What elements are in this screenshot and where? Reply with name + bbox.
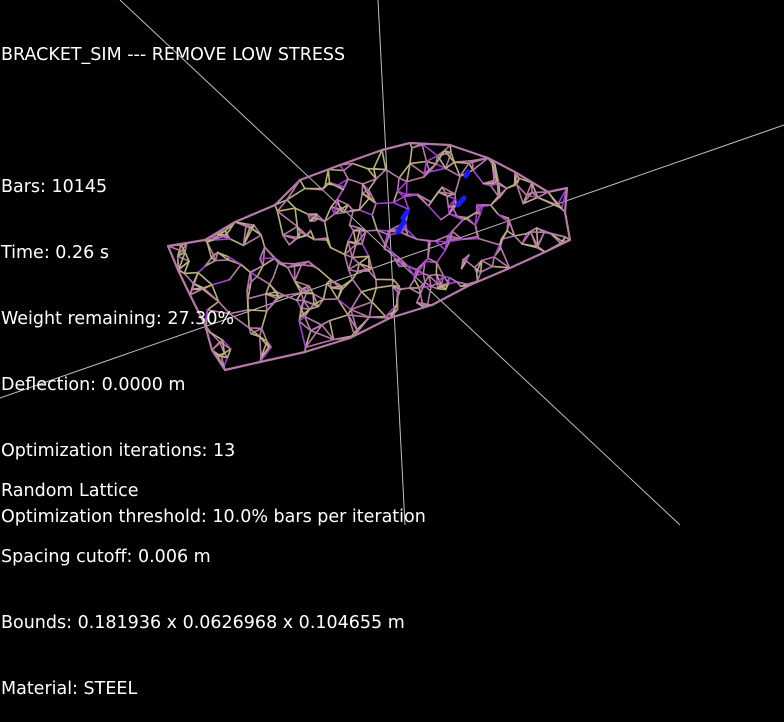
- spacing-cutoff: Spacing cutoff: 0.006 m: [1, 546, 405, 568]
- lattice-bar: [454, 162, 469, 163]
- critical-stress-bar: [466, 172, 468, 176]
- lattice-bar: [466, 261, 474, 268]
- lattice-bar: [475, 225, 477, 237]
- lattice-bar: [482, 257, 494, 261]
- lattice-bar: [491, 196, 499, 205]
- material-readout: Material: STEEL: [1, 678, 405, 700]
- weight-remaining: Weight remaining: 27.30%: [1, 308, 426, 330]
- bounds-readout: Bounds: 0.181936 x 0.0626968 x 0.104655 …: [1, 612, 405, 634]
- lattice-bar: [468, 218, 476, 226]
- lattice-bar: [491, 205, 499, 215]
- lattice-bar: [441, 214, 449, 220]
- lattice-bar: [429, 206, 441, 220]
- lattice-bar: [497, 183, 498, 184]
- lattice-bar: [455, 176, 460, 194]
- lattice-bar: [463, 260, 466, 261]
- bars-count: Bars: 10145: [1, 176, 426, 198]
- lattice-bar: [565, 212, 570, 240]
- lattice-bar: [481, 266, 493, 272]
- lattice-bar: [515, 236, 522, 244]
- lattice-bar: [441, 284, 449, 285]
- lattice-bar: [482, 261, 493, 267]
- lattice-info-overlay: Random Lattice Spacing cutoff: 0.006 m B…: [1, 436, 405, 722]
- lattice-bar: [428, 241, 429, 259]
- lattice-bar: [437, 250, 446, 263]
- lattice-bar: [545, 240, 570, 252]
- lattice-bar: [493, 257, 495, 267]
- lattice-bar: [510, 252, 545, 268]
- window-title: BRACKET_SIM --- REMOVE LOW STRESS: [1, 44, 426, 66]
- lattice-bar: [431, 187, 442, 202]
- lattice-bar: [429, 275, 437, 276]
- lattice-type: Random Lattice: [1, 480, 405, 502]
- spacer: [1, 110, 426, 132]
- lattice-bar: [468, 212, 477, 218]
- lattice-bar: [538, 232, 545, 246]
- lattice-bar: [450, 145, 488, 158]
- lattice-bar: [449, 278, 457, 282]
- time-readout: Time: 0.26 s: [1, 242, 426, 264]
- critical-stress-bar: [458, 198, 464, 205]
- lattice-bar: [447, 196, 449, 207]
- lattice-bar: [452, 220, 463, 231]
- lattice-bar: [515, 234, 527, 236]
- lattice-bar: [479, 239, 500, 245]
- lattice-bar: [473, 170, 483, 184]
- lattice-bar: [449, 282, 457, 284]
- lattice-bar: [481, 261, 482, 273]
- lattice-bar: [431, 283, 437, 286]
- deflection-readout: Deflection: 0.0000 m: [1, 374, 426, 396]
